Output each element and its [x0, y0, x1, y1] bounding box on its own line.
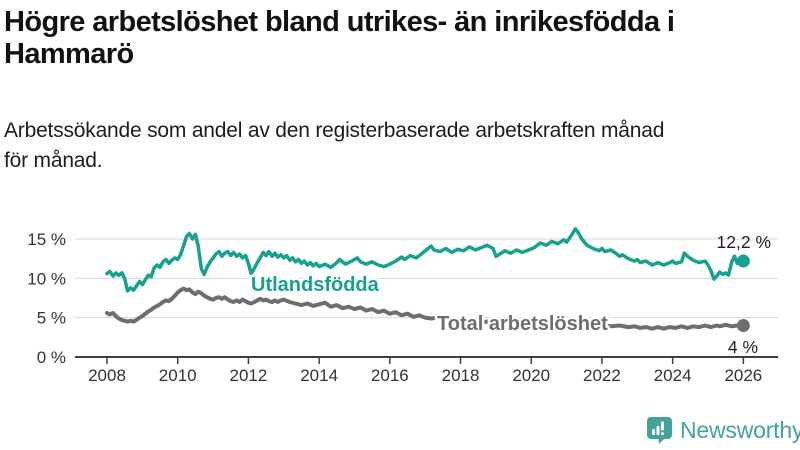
page-title-line1: Högre arbetslöshet bland utrikes- än inr…	[4, 6, 675, 38]
bar-small	[652, 429, 655, 435]
series-label-0: Utlandsfödda	[251, 274, 380, 296]
series-end-value-0: 12,2 %	[717, 232, 771, 252]
x-tick-label-2022: 2022	[583, 366, 621, 385]
x-tick-label-2008: 2008	[88, 366, 126, 385]
newsworthy-logo-icon	[647, 417, 672, 444]
x-tick-label-2026: 2026	[724, 366, 762, 385]
newsworthy-logo: Newsworthy	[646, 416, 800, 445]
x-tick-label-2010: 2010	[159, 366, 197, 385]
series-end-value-1: 4 %	[728, 337, 758, 357]
x-tick-label-2024: 2024	[654, 366, 692, 385]
y-tick-label-5: 5 %	[37, 309, 66, 328]
page-title: Högre arbetslöshet bland utrikes- än inr…	[4, 6, 796, 70]
page-subtitle-line2: för månad.	[4, 149, 103, 172]
series-label-1: Total arbetslöshet	[437, 313, 608, 335]
exclamation-stem	[661, 421, 664, 431]
series-end-dot-0	[736, 254, 750, 268]
x-tick-label-2020: 2020	[512, 366, 550, 385]
page-subtitle-line1: Arbetssökande som andel av den registerb…	[4, 119, 665, 142]
y-tick-label-15: 15 %	[27, 230, 66, 249]
page-subtitle: Arbetssökande som andel av den registerb…	[4, 116, 796, 176]
y-tick-label-10: 10 %	[27, 269, 66, 288]
bar-medium	[656, 426, 660, 435]
series-end-dot-1	[736, 319, 750, 333]
exclamation-dot	[661, 432, 664, 436]
x-tick-label-2012: 2012	[229, 366, 267, 385]
x-tick-label-2018: 2018	[442, 366, 480, 385]
series-line-1	[105, 286, 746, 331]
page-title-line2: Hammarö	[4, 38, 134, 70]
newsworthy-logo-text: Newsworthy	[680, 417, 800, 443]
x-tick-label-2016: 2016	[371, 366, 409, 385]
y-tick-label-0: 0 %	[37, 348, 66, 367]
series-line-0	[105, 227, 746, 293]
x-tick-label-2014: 2014	[300, 366, 338, 385]
